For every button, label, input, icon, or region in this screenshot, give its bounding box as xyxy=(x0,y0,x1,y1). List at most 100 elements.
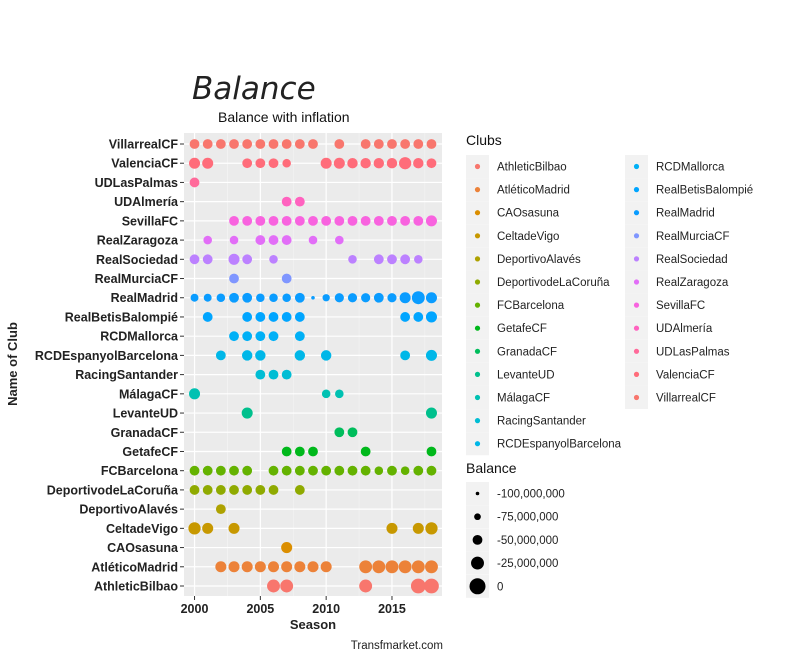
data-point xyxy=(413,158,424,169)
data-point xyxy=(268,465,279,476)
data-point xyxy=(347,293,358,303)
data-point xyxy=(268,158,279,169)
data-point xyxy=(322,294,330,302)
data-point xyxy=(373,139,384,149)
data-point xyxy=(347,465,358,476)
data-point xyxy=(425,311,437,323)
y-tick-label: RealBetisBalompié xyxy=(65,310,178,324)
data-point xyxy=(202,254,213,265)
data-point xyxy=(348,255,357,264)
y-tick-label: UDAlmería xyxy=(114,195,179,209)
data-point xyxy=(268,139,279,149)
legend-label: GetafeCF xyxy=(497,323,547,335)
data-point xyxy=(267,561,280,573)
legend-size-label: 0 xyxy=(497,581,503,593)
y-tick-label: UDLasPalmas xyxy=(95,176,178,190)
data-point xyxy=(410,578,426,594)
y-tick-label: GranadaCF xyxy=(111,426,179,440)
data-point xyxy=(281,465,292,476)
legend-label: SevillaFC xyxy=(656,300,705,312)
data-point xyxy=(216,293,226,303)
data-point xyxy=(426,446,437,457)
data-point xyxy=(347,215,358,226)
y-tick-label: VillarrealCF xyxy=(109,138,179,152)
data-point xyxy=(294,465,305,476)
plot-panel xyxy=(184,133,442,596)
data-point xyxy=(311,295,315,300)
legend-swatch xyxy=(474,418,481,424)
data-point xyxy=(425,215,437,227)
data-point xyxy=(202,157,214,169)
grid-lines xyxy=(184,133,442,596)
data-point xyxy=(215,465,226,476)
data-point xyxy=(347,158,358,169)
data-point xyxy=(426,158,437,169)
data-point xyxy=(281,446,292,457)
data-point xyxy=(334,427,345,438)
data-point xyxy=(387,215,397,226)
data-point xyxy=(387,293,397,303)
data-point xyxy=(282,293,291,303)
data-point xyxy=(411,560,425,574)
data-point xyxy=(242,254,253,265)
data-point xyxy=(255,235,266,245)
data-point xyxy=(399,292,411,304)
data-point xyxy=(400,254,411,265)
data-point xyxy=(280,579,294,593)
data-point xyxy=(308,446,318,457)
data-point xyxy=(281,273,292,284)
data-point xyxy=(308,465,318,476)
data-point xyxy=(281,235,292,245)
data-point xyxy=(189,157,201,169)
data-point xyxy=(228,522,240,534)
data-point xyxy=(361,293,371,303)
data-point xyxy=(294,196,305,207)
data-point xyxy=(229,292,239,303)
x-tick-label: 2000 xyxy=(181,602,209,616)
legend-size-swatch xyxy=(469,578,486,595)
legend-swatch xyxy=(633,187,640,193)
data-point xyxy=(425,292,437,304)
data-point xyxy=(281,369,292,380)
data-point xyxy=(400,215,411,226)
data-point xyxy=(425,407,437,419)
data-point xyxy=(215,504,226,515)
data-point xyxy=(386,522,398,534)
legend-label: AtléticoMadrid xyxy=(497,185,570,197)
legend-label: ValenciaCF xyxy=(656,369,715,381)
legend-label: RealMadrid xyxy=(656,208,715,220)
data-point xyxy=(373,292,384,303)
data-point xyxy=(414,255,423,264)
data-point xyxy=(189,139,200,149)
legend-swatch xyxy=(474,394,481,401)
legend-label: RealSociedad xyxy=(656,254,728,266)
data-point xyxy=(360,446,371,457)
y-tick-label: CeltadeVigo xyxy=(106,522,178,536)
legend-swatch xyxy=(474,187,481,193)
legend-swatch xyxy=(474,256,481,262)
data-point xyxy=(203,293,212,302)
data-points xyxy=(188,139,439,594)
data-point xyxy=(229,465,239,476)
data-point xyxy=(203,235,212,245)
legend-size-swatch xyxy=(475,491,480,496)
y-tick-label: ValenciaCF xyxy=(111,157,178,171)
data-point xyxy=(242,312,253,322)
data-point xyxy=(255,350,266,361)
legend-clubs: AthleticBilbao AtléticoMadrid CAOsasuna Cel… xyxy=(466,155,753,456)
data-point xyxy=(347,427,358,438)
legend-label: CeltadeVigo xyxy=(497,231,559,243)
data-point xyxy=(242,158,253,169)
data-point xyxy=(254,561,266,573)
data-point xyxy=(359,579,373,593)
data-point xyxy=(190,293,199,302)
data-point xyxy=(255,312,266,322)
legend-swatch xyxy=(474,325,481,331)
y-tick-label: MálagaCF xyxy=(119,387,178,401)
data-point xyxy=(281,312,292,322)
y-tick-label: RealZaragoza xyxy=(97,234,179,248)
data-point xyxy=(425,522,438,535)
data-point xyxy=(189,388,201,400)
data-point xyxy=(425,560,438,574)
legend-label: RacingSantander xyxy=(497,416,586,428)
